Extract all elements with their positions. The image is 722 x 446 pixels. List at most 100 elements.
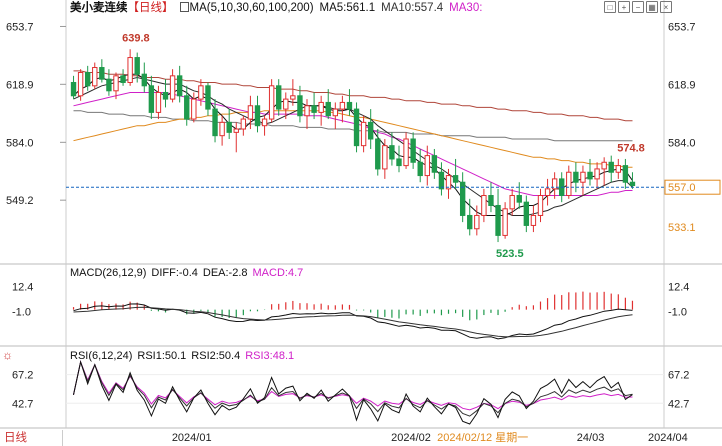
candle[interactable] — [77, 72, 84, 97]
candle[interactable] — [198, 85, 204, 100]
candle[interactable] — [566, 171, 572, 197]
candle[interactable] — [601, 161, 607, 170]
candle[interactable] — [155, 91, 162, 113]
macd-dea-line — [73, 306, 633, 338]
candle[interactable] — [205, 85, 211, 110]
candle[interactable] — [332, 108, 339, 117]
candle[interactable] — [191, 98, 197, 120]
candle[interactable] — [544, 188, 551, 197]
candle[interactable] — [113, 75, 119, 92]
candle[interactable] — [353, 108, 360, 147]
candle[interactable] — [134, 57, 140, 75]
ma-settings-label[interactable]: MA(5,10,30,60,100,200) — [189, 2, 314, 14]
candle[interactable] — [212, 108, 218, 137]
candle[interactable] — [99, 67, 105, 80]
candle[interactable] — [573, 171, 579, 183]
candle[interactable] — [516, 195, 522, 203]
candle[interactable] — [318, 101, 324, 113]
candle[interactable] — [424, 155, 430, 177]
candle[interactable] — [474, 214, 480, 230]
instrument-title: 美小麦连续 — [70, 2, 128, 14]
candle[interactable] — [629, 181, 636, 187]
candle[interactable] — [346, 101, 353, 110]
candle[interactable] — [339, 101, 346, 110]
candle[interactable] — [587, 171, 593, 180]
rsi-label[interactable]: RSI(6,12,24) — [70, 350, 133, 362]
candle[interactable] — [502, 208, 508, 236]
lock-icon[interactable]: □ — [604, 1, 616, 13]
candle[interactable] — [84, 72, 91, 87]
candle[interactable] — [92, 67, 98, 87]
candle[interactable] — [615, 165, 622, 173]
candle[interactable] — [311, 105, 317, 113]
candle[interactable] — [70, 81, 77, 97]
candle[interactable] — [367, 121, 374, 140]
zoom-in-icon[interactable]: + — [618, 1, 630, 13]
candle[interactable] — [608, 161, 614, 173]
candle[interactable] — [375, 138, 381, 170]
candle[interactable] — [268, 85, 275, 120]
candle[interactable] — [127, 57, 133, 83]
candle[interactable] — [481, 195, 487, 216]
candle[interactable] — [184, 95, 190, 120]
candle[interactable] — [162, 91, 169, 100]
candle[interactable] — [622, 165, 629, 183]
y-tick-label: 549.2 — [6, 195, 34, 207]
candle[interactable] — [537, 195, 544, 216]
rsi-right-tick-label: 42.7 — [668, 398, 689, 410]
candle[interactable] — [495, 204, 501, 236]
candle[interactable] — [438, 171, 445, 190]
candle[interactable] — [403, 138, 409, 167]
candle[interactable] — [382, 145, 388, 170]
macd-value: MACD:4.7 — [252, 267, 304, 279]
candle[interactable] — [148, 85, 155, 113]
candle[interactable] — [219, 121, 225, 137]
period-label[interactable]: 【日线】 — [127, 2, 174, 14]
candle[interactable] — [488, 195, 494, 206]
candle[interactable] — [141, 73, 147, 87]
candle[interactable] — [594, 168, 600, 180]
candle[interactable] — [580, 171, 586, 183]
macd-diff: DIFF:-0.4 — [151, 267, 198, 279]
candle[interactable] — [297, 95, 303, 117]
candle[interactable] — [254, 105, 261, 127]
period-button[interactable]: 日线 — [2, 430, 63, 446]
candle[interactable] — [233, 128, 239, 133]
candle[interactable] — [360, 121, 367, 147]
candle[interactable] — [226, 121, 232, 133]
candle[interactable] — [290, 95, 296, 100]
close-icon[interactable]: × — [660, 1, 672, 13]
settings-icon[interactable]: ☼ — [2, 348, 13, 362]
candle[interactable] — [530, 214, 537, 226]
macd-right-tick-label: -1.0 — [668, 307, 687, 319]
candle[interactable] — [551, 178, 558, 190]
candle[interactable] — [396, 158, 402, 167]
candle[interactable] — [431, 155, 438, 173]
candle[interactable] — [452, 175, 459, 183]
candle[interactable] — [283, 98, 289, 110]
layout-icon[interactable]: ▦ — [646, 1, 658, 13]
candle[interactable] — [120, 75, 126, 83]
rsi2-value: RSI2:50.4 — [191, 350, 241, 362]
candle[interactable] — [247, 105, 254, 120]
candle[interactable] — [169, 75, 176, 100]
candle[interactable] — [410, 138, 416, 163]
candle[interactable] — [417, 161, 423, 177]
candle[interactable] — [445, 175, 452, 190]
candle[interactable] — [509, 195, 515, 210]
macd-label[interactable]: MACD(26,12,9) — [70, 267, 147, 279]
candle[interactable] — [467, 214, 473, 230]
candle[interactable] — [276, 85, 282, 110]
candle[interactable] — [261, 118, 268, 127]
candle[interactable] — [459, 181, 466, 216]
candle[interactable] — [389, 145, 395, 160]
zoom-out-icon[interactable]: − — [632, 1, 644, 13]
candle[interactable] — [240, 118, 247, 130]
candle[interactable] — [523, 201, 530, 226]
candle[interactable] — [106, 78, 112, 92]
rsi3-value: RSI3:48.1 — [245, 350, 295, 362]
candle[interactable] — [176, 75, 183, 97]
candle[interactable] — [325, 101, 331, 117]
candle[interactable] — [304, 105, 310, 117]
